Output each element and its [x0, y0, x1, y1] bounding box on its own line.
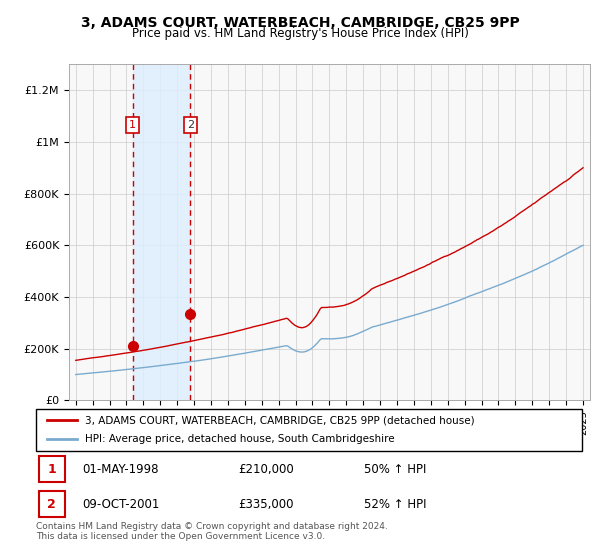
Text: 3, ADAMS COURT, WATERBEACH, CAMBRIDGE, CB25 9PP (detached house): 3, ADAMS COURT, WATERBEACH, CAMBRIDGE, C… — [85, 415, 475, 425]
Text: 01-MAY-1998: 01-MAY-1998 — [82, 463, 159, 475]
Bar — [133, 64, 190, 400]
Bar — [39, 456, 65, 482]
Bar — [39, 491, 65, 517]
Text: Contains HM Land Registry data © Crown copyright and database right 2024.
This d: Contains HM Land Registry data © Crown c… — [36, 522, 388, 542]
Text: 50% ↑ HPI: 50% ↑ HPI — [364, 463, 426, 475]
Text: 1: 1 — [129, 120, 136, 130]
Text: £335,000: £335,000 — [238, 498, 293, 511]
Text: £210,000: £210,000 — [238, 463, 294, 475]
Text: HPI: Average price, detached house, South Cambridgeshire: HPI: Average price, detached house, Sout… — [85, 435, 395, 445]
Text: 2: 2 — [187, 120, 194, 130]
Text: 1: 1 — [47, 463, 56, 475]
Text: Price paid vs. HM Land Registry's House Price Index (HPI): Price paid vs. HM Land Registry's House … — [131, 27, 469, 40]
Text: 2: 2 — [47, 498, 56, 511]
Text: 09-OCT-2001: 09-OCT-2001 — [82, 498, 160, 511]
Text: 3, ADAMS COURT, WATERBEACH, CAMBRIDGE, CB25 9PP: 3, ADAMS COURT, WATERBEACH, CAMBRIDGE, C… — [80, 16, 520, 30]
Text: 52% ↑ HPI: 52% ↑ HPI — [364, 498, 426, 511]
